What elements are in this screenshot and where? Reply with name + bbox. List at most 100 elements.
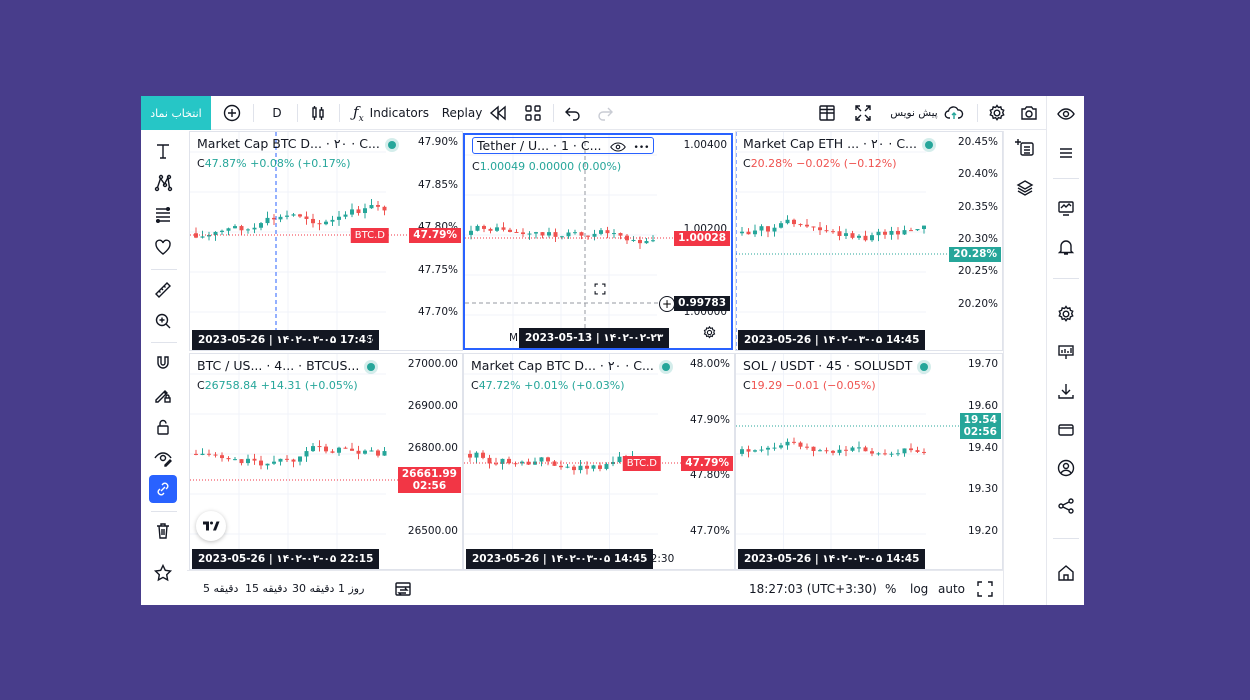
candle-body [226, 458, 231, 460]
chart-legend[interactable]: SOL / USDT · 45 · SOLUSDT [743, 358, 929, 373]
candle-body [605, 230, 610, 234]
maximize-icon[interactable] [593, 281, 607, 300]
chart-pane-6[interactable]: SOL / USDT · 45 · SOLUSDT C19.29 −0.01 (−… [735, 353, 1003, 570]
layers-button[interactable] [1006, 173, 1044, 203]
fullscreen-button[interactable] [851, 96, 875, 130]
pattern-tool[interactable] [149, 169, 177, 197]
screener-button[interactable] [1047, 337, 1084, 367]
candle-body [759, 449, 764, 451]
wallet-button[interactable] [1047, 415, 1084, 445]
chart-canvas[interactable] [736, 354, 1003, 570]
timeframe-30m[interactable]: 30 دقیقه [292, 582, 335, 595]
add-alert-icon[interactable]: + [659, 296, 675, 312]
favorites-tool[interactable] [149, 559, 177, 587]
multi-chart-button[interactable] [815, 96, 839, 130]
text-tool[interactable] [149, 137, 177, 165]
ohlc-line: C26758.84 +14.31 (+0.05%) [197, 379, 358, 392]
candle-body [599, 230, 603, 234]
chart-legend[interactable]: Tether / U... · 1 · C... ••• [472, 137, 655, 154]
chart-pane-1[interactable]: Market Cap BTC D... · ۲۰ · C... C47.87% +… [189, 131, 463, 351]
timeframe-15m[interactable]: 15 دقیقه [245, 582, 288, 595]
y-axis-label: 19.60 [967, 399, 998, 412]
lock-drawings-tool[interactable] [149, 381, 177, 409]
candle-body [651, 240, 655, 242]
chart-pane-4[interactable]: BTC / US... · 4... · BTCUS... C26758.84 +… [189, 353, 463, 570]
shapes-tool[interactable] [149, 233, 177, 261]
chart-type-button[interactable] [305, 96, 331, 130]
menu-button[interactable] [1047, 138, 1084, 168]
chart-legend[interactable]: BTC / US... · 4... · BTCUS... [197, 358, 376, 373]
zoom-tool[interactable] [149, 307, 177, 335]
undo-button[interactable] [561, 96, 585, 130]
indicators-button[interactable]: ƒx Indicators [349, 96, 433, 130]
symbol-search-button[interactable]: انتخاب نماد [141, 96, 211, 130]
more-icon[interactable]: ••• [633, 143, 650, 153]
publish-draft-button[interactable]: پیش نویس [887, 96, 967, 130]
candle-body [200, 453, 205, 455]
download-button[interactable] [1047, 376, 1084, 406]
candle-body [573, 232, 577, 234]
object-settings-button[interactable] [1047, 299, 1084, 329]
chart-pane-3[interactable]: Market Cap ETH ... · ۲۰ · C... C20.28% −0… [735, 131, 1003, 351]
chart-legend[interactable]: Market Cap BTC D... · ۲۰ · C... [471, 358, 670, 373]
tradingview-logo-icon[interactable] [196, 511, 226, 541]
candle-body [876, 231, 881, 236]
candle-body [526, 461, 531, 465]
interval-button[interactable]: D [272, 106, 282, 120]
hide-tool[interactable] [149, 444, 177, 472]
trash-tool[interactable] [149, 517, 177, 545]
candle-body [252, 458, 257, 461]
candle-body [317, 223, 322, 225]
eye-icon[interactable] [609, 138, 626, 153]
replay-button[interactable]: Replay [441, 96, 509, 130]
timeframe-1d[interactable]: 1 روز [338, 582, 365, 595]
candle-body [857, 235, 861, 238]
object-tree-button[interactable] [1006, 133, 1044, 163]
candle-body [382, 206, 387, 211]
chart-legend[interactable]: Market Cap ETH ... · ۲۰ · C... [743, 136, 933, 151]
candle-body [611, 462, 615, 465]
redo-button[interactable] [593, 96, 617, 130]
chart-legend[interactable]: Market Cap BTC D... · ۲۰ · C... [197, 136, 396, 151]
indicators-label: Indicators [369, 106, 429, 120]
compare-button[interactable] [219, 96, 245, 130]
settings-button[interactable] [985, 96, 1009, 130]
candle-body [844, 449, 848, 451]
chart-canvas[interactable] [736, 132, 1003, 351]
chart-canvas[interactable] [464, 354, 735, 570]
auto-toggle[interactable]: auto [938, 581, 966, 596]
candle-body [356, 209, 361, 214]
candle-body [566, 232, 571, 237]
ruler-tool[interactable] [149, 276, 177, 304]
home-button[interactable] [1047, 558, 1084, 588]
magnet-tool[interactable] [149, 349, 177, 377]
candle-body [565, 466, 570, 468]
screenshot-button[interactable] [1017, 96, 1041, 130]
candle-body [753, 450, 757, 452]
clock-label[interactable]: 18:27:03 (UTC+3:30) [749, 581, 877, 596]
candle-body [863, 447, 868, 452]
alerts-button[interactable] [1047, 232, 1084, 262]
redo-icon [598, 107, 613, 121]
chart-pane-2[interactable]: Tether / U... · 1 · C... ••• C1.00049 0.00… [463, 133, 733, 350]
data-window-button[interactable] [1047, 193, 1084, 223]
watchlist-button[interactable] [1047, 99, 1084, 129]
candle-body [207, 234, 211, 237]
date-range-button[interactable] [393, 571, 413, 605]
y-axis-label: 20.35% [957, 200, 998, 213]
percent-toggle[interactable]: % [885, 581, 897, 596]
fib-levels-icon [156, 207, 170, 223]
candle-body [585, 465, 589, 469]
fib-tool[interactable] [149, 201, 177, 229]
gear-icon[interactable] [702, 325, 717, 344]
timeframe-5m[interactable]: 5 دقیقه [203, 582, 239, 595]
lock-tool[interactable] [149, 413, 177, 441]
share-button[interactable] [1047, 491, 1084, 521]
layout-button[interactable] [521, 96, 545, 130]
profile-button[interactable] [1047, 453, 1084, 483]
log-toggle[interactable]: log [910, 581, 929, 596]
link-tool[interactable] [149, 475, 177, 503]
y-axis-label: 47.75% [417, 263, 458, 276]
fit-screen-button[interactable] [975, 571, 995, 605]
chart-pane-5[interactable]: Market Cap BTC D... · ۲۰ · C... C47.72% +… [463, 353, 735, 570]
